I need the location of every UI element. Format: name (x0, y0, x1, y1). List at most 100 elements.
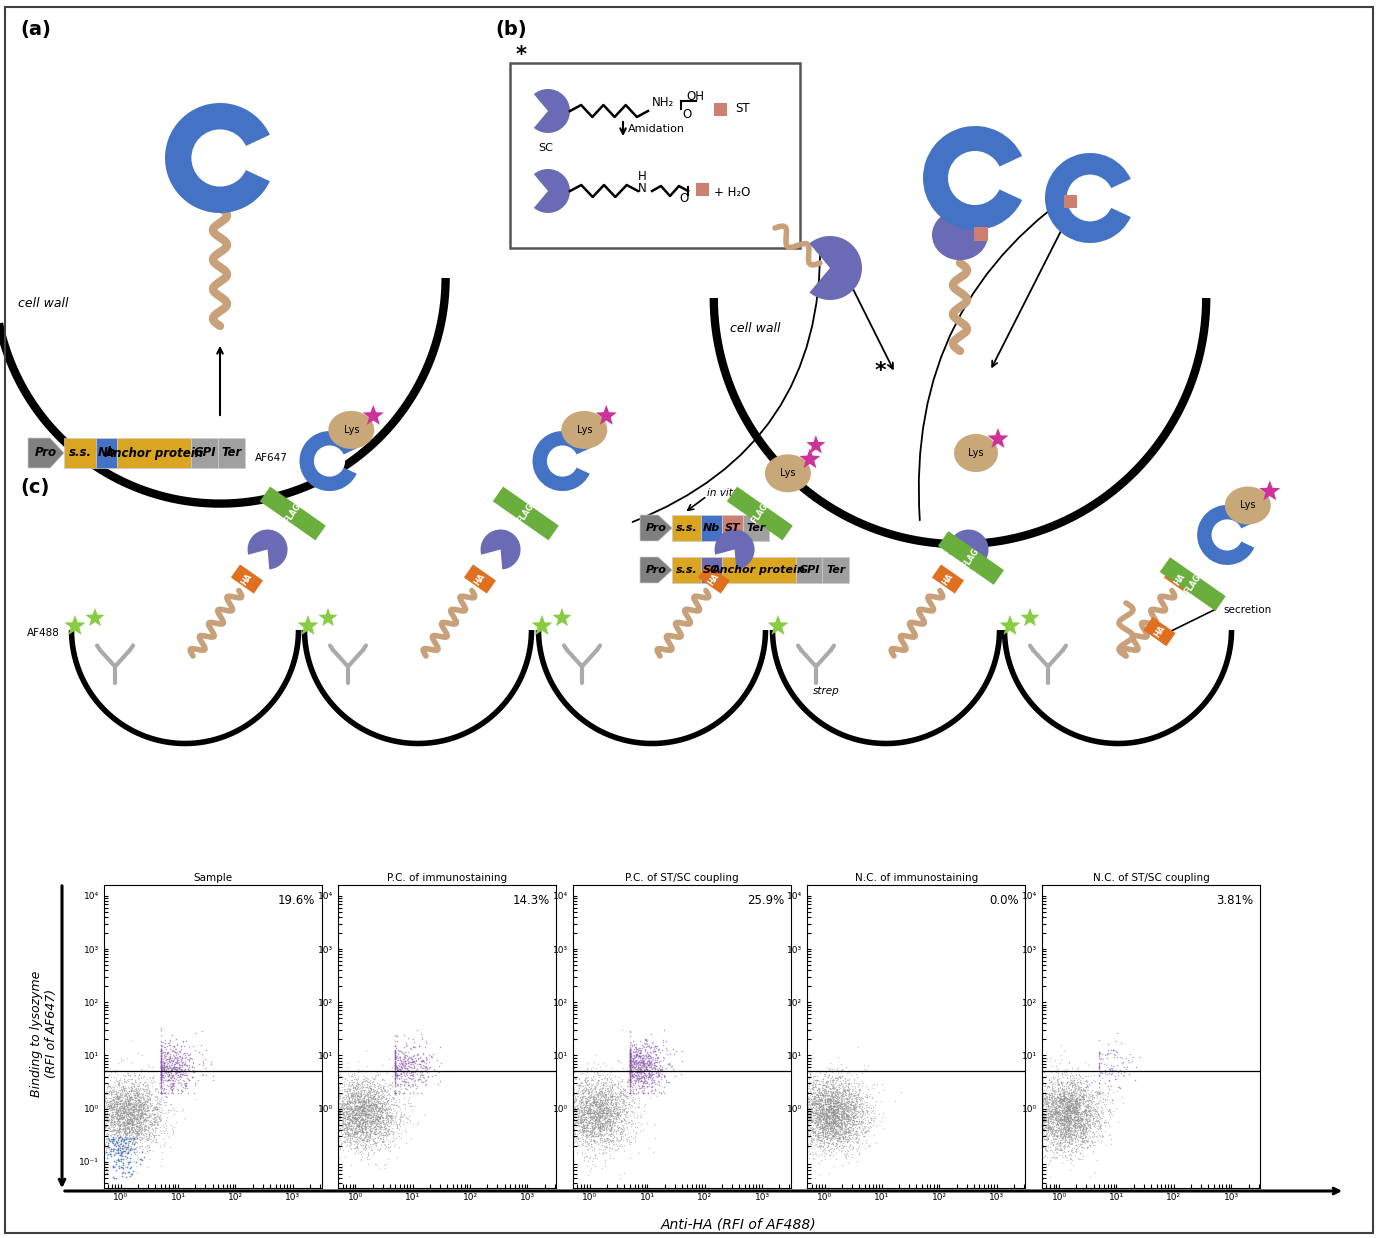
Point (328, 1102, 351, 1122)
Point (105, 1087, 127, 1107)
Point (333, 1132, 355, 1151)
Point (1071, 1123, 1093, 1143)
Point (123, 1128, 145, 1148)
Point (391, 1052, 413, 1072)
Point (1101, 1063, 1123, 1083)
Point (141, 1103, 163, 1123)
Point (854, 1097, 876, 1117)
Point (363, 1073, 385, 1093)
Point (620, 1061, 642, 1081)
Point (600, 1119, 622, 1139)
Point (581, 1113, 603, 1133)
Point (128, 1115, 150, 1135)
Point (1072, 1102, 1094, 1122)
Point (807, 1099, 829, 1119)
Point (370, 1096, 392, 1115)
Point (138, 1129, 160, 1149)
Point (813, 1118, 835, 1138)
Point (163, 1037, 185, 1057)
Point (828, 1076, 850, 1096)
Point (562, 1129, 584, 1149)
Point (642, 1065, 664, 1084)
Point (839, 1114, 861, 1134)
Point (124, 1123, 146, 1143)
Point (175, 1061, 197, 1081)
Point (562, 1133, 584, 1153)
Point (356, 1117, 378, 1136)
Point (803, 1110, 825, 1130)
Point (1049, 1124, 1071, 1144)
Point (832, 1109, 854, 1129)
Point (344, 1127, 366, 1146)
Point (113, 1089, 135, 1109)
FancyBboxPatch shape (696, 183, 709, 196)
Point (588, 1107, 610, 1127)
Point (578, 1096, 600, 1115)
Point (599, 1109, 621, 1129)
Point (1070, 1109, 1092, 1129)
Point (1045, 1088, 1067, 1108)
Point (825, 1115, 847, 1135)
Point (364, 1133, 386, 1153)
Point (352, 1119, 374, 1139)
Point (112, 1110, 134, 1130)
Point (610, 1083, 632, 1103)
Point (338, 1099, 360, 1119)
Point (351, 1106, 373, 1125)
Point (1089, 1087, 1111, 1107)
Point (1058, 1118, 1081, 1138)
Point (829, 1103, 851, 1123)
Point (1035, 1110, 1057, 1130)
Point (351, 1093, 373, 1113)
Point (574, 1082, 596, 1102)
Text: Pro: Pro (34, 447, 57, 459)
Point (810, 1107, 832, 1127)
Point (647, 1060, 669, 1080)
Point (123, 1128, 145, 1148)
Point (327, 1088, 349, 1108)
Point (139, 1093, 161, 1113)
Point (595, 1084, 617, 1104)
Point (613, 1086, 635, 1106)
Point (337, 1109, 359, 1129)
Point (339, 1139, 362, 1159)
Point (388, 1114, 410, 1134)
Point (128, 1094, 150, 1114)
Point (115, 1072, 137, 1092)
Point (112, 1119, 134, 1139)
Point (1068, 1086, 1090, 1106)
Point (344, 1104, 366, 1124)
Point (1031, 1117, 1053, 1136)
Point (1072, 1092, 1094, 1112)
Point (620, 1057, 642, 1077)
Point (581, 1117, 603, 1136)
Point (1065, 1081, 1087, 1101)
Point (345, 1086, 367, 1106)
Point (327, 1099, 349, 1119)
Point (603, 1089, 625, 1109)
Point (1058, 1125, 1081, 1145)
Point (1036, 1107, 1058, 1127)
Point (334, 1127, 356, 1146)
Point (167, 1080, 189, 1099)
Point (581, 1076, 603, 1096)
Point (585, 1087, 607, 1107)
Point (806, 1130, 828, 1150)
Point (811, 1125, 834, 1145)
Point (806, 1144, 828, 1164)
Point (127, 1089, 149, 1109)
Point (327, 1091, 349, 1110)
Point (353, 1117, 375, 1136)
Point (375, 1112, 397, 1132)
Point (1070, 1107, 1092, 1127)
Point (1107, 1055, 1129, 1075)
Point (351, 1097, 373, 1117)
Point (796, 1119, 818, 1139)
Point (562, 1108, 584, 1128)
Point (396, 1035, 418, 1055)
Point (1049, 1130, 1071, 1150)
Point (375, 1108, 397, 1128)
Point (825, 1136, 847, 1156)
Point (357, 1101, 380, 1120)
Point (1049, 1078, 1071, 1098)
